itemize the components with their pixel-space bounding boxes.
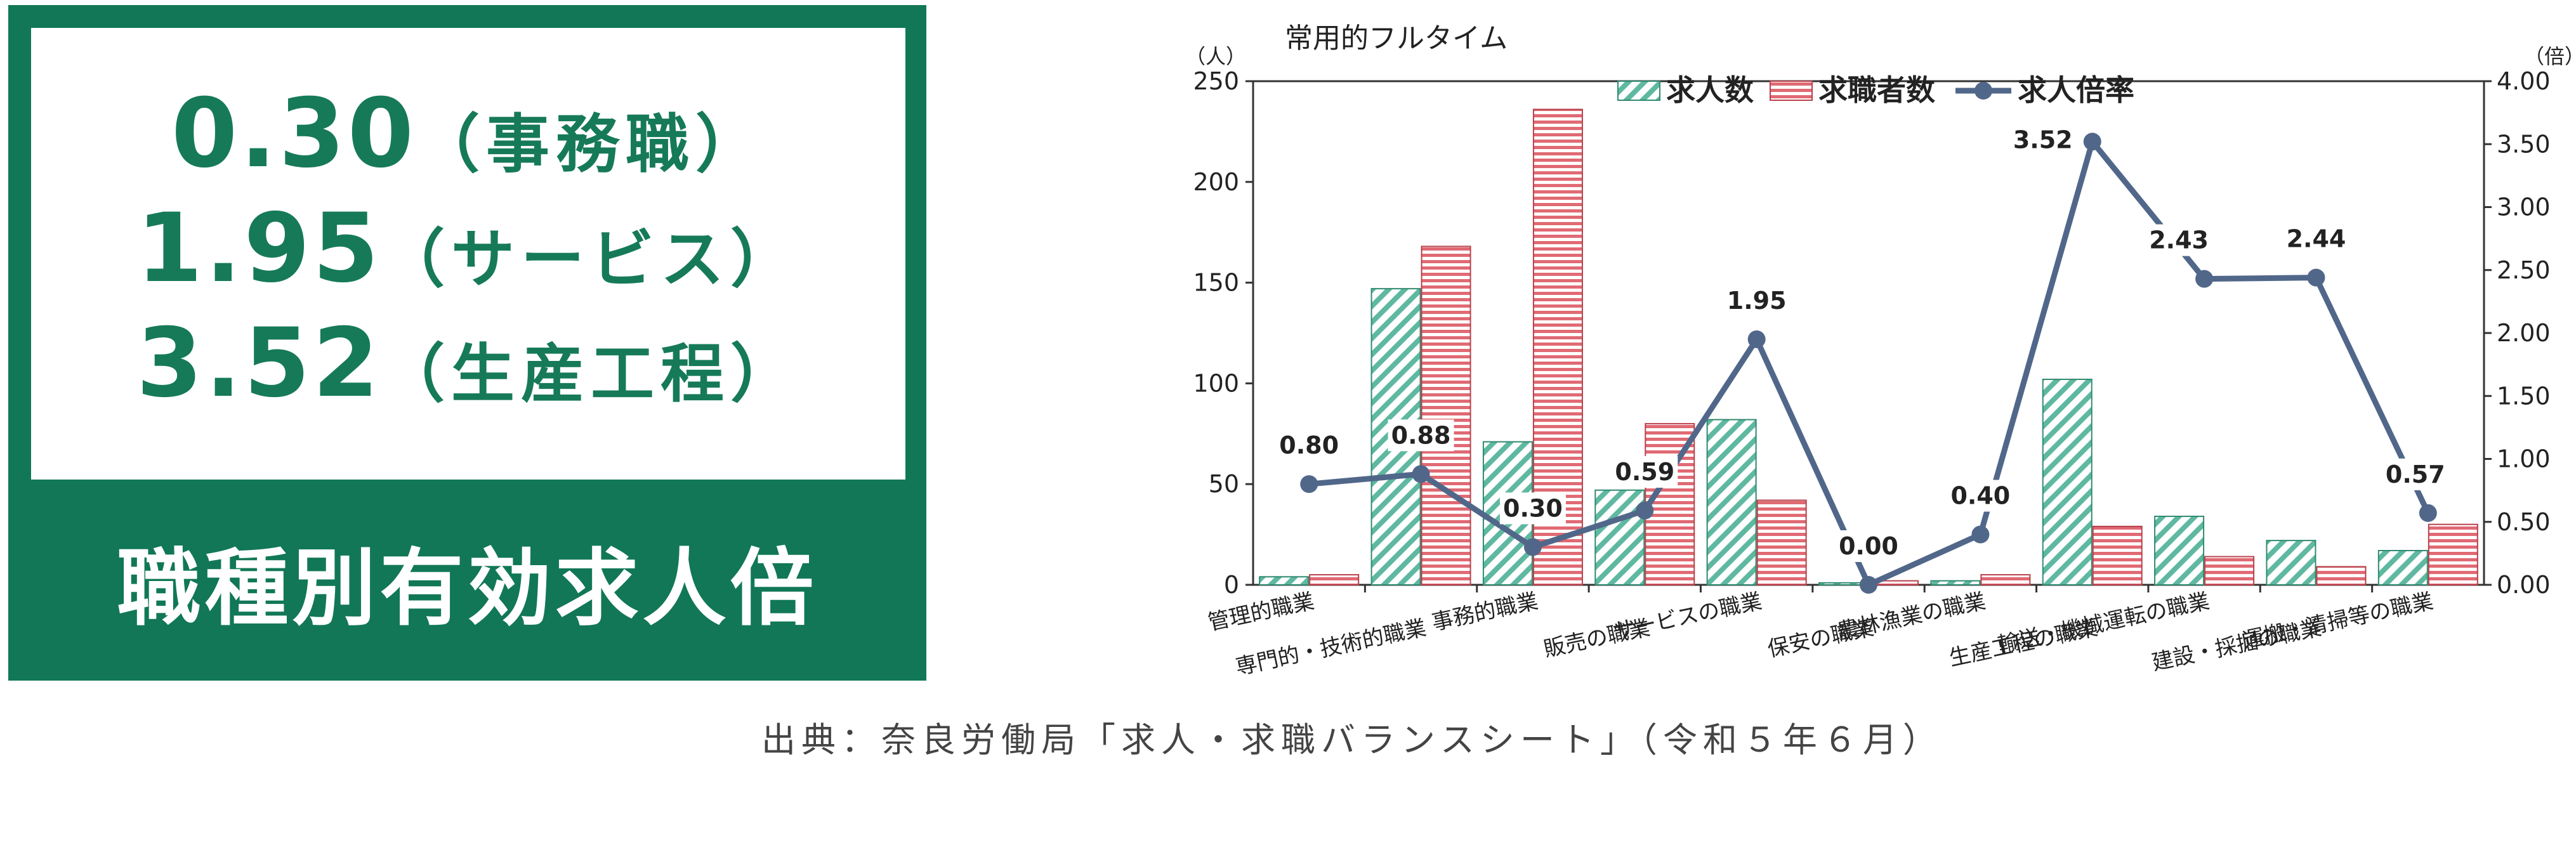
bar-job-seekers [1309,574,1360,585]
data-label: 0.59 [1615,458,1674,486]
ratio-marker [1523,538,1542,556]
right-axis-tick-label: 3.50 [2497,130,2551,158]
ratio-marker [2307,268,2325,287]
bar-job-seekers [2092,525,2143,585]
x-category-label: 専門的・技術的職業 [1233,615,1429,681]
left-axis-tick-label: 50 [1209,470,1239,498]
ratio-line-production: 3.52（生産工程） [136,311,800,426]
chart-container: 0 50 100 150 200 250 0.00 0.50 1.00 1.50 2.00 2.50 3… [1174,0,2576,685]
right-axis-tick-label: 1.00 [2497,445,2551,473]
data-label-background [1388,419,1454,452]
right-axis-tick-label: 2.50 [2497,256,2551,284]
panel-title: 職種別有効求人倍 [117,539,818,637]
legend-label: 求職者数 [1818,73,1935,107]
left-axis-tick-label: 150 [1193,269,1239,297]
right-axis-tick-label: 1.50 [2497,382,2551,410]
legend-swatch-ratio-marker [1975,82,1992,100]
x-category-label: 事務的職業 [1429,589,1541,636]
data-label: 1.95 [1727,287,1787,315]
chart-title: 常用的フルタイム [1285,22,1508,55]
ratio-label: （事務職） [416,107,766,181]
left-axis-tick-label: 200 [1193,168,1239,196]
x-category-label: 管理的職業 [1206,589,1317,636]
bar-job-seekers [2316,566,2367,586]
source-note: 出典：奈良労働局「求人・求職バランスシート」（令和５年６月） [761,720,1943,760]
legend-swatch-job-seekers [1770,81,1813,101]
data-label: 2.43 [2149,226,2209,254]
ratio-marker [1412,465,1430,483]
ratio-marker [1300,475,1318,493]
right-axis-tick-label: 0.00 [2497,571,2551,599]
ratio-marker [1971,525,1990,544]
x-category-label: 農林漁業の職業 [1835,589,1988,645]
data-label: 3.52 [2013,126,2073,154]
data-label-background [1276,429,1343,462]
bar-job-openings [2154,516,2205,585]
bar-job-openings [2266,540,2316,585]
data-label-background [2146,224,2212,256]
data-label-background [1612,455,1678,488]
bar-job-seekers [1980,574,2031,585]
right-axis-tick-label: 2.00 [2497,319,2551,347]
data-label: 0.88 [1391,421,1451,449]
ratio-label: （サービス） [381,221,801,296]
left-axis-tick-label: 250 [1193,67,1239,95]
ratio-highlight-box: 0.30（事務職） 1.95（サービス） 3.52（生産工程） [31,28,905,480]
data-label: 0.80 [1279,431,1339,459]
summary-panel: 0.30（事務職） 1.95（サービス） 3.52（生産工程） 職種別有効求人倍 [8,5,926,681]
legend-label: 求人倍率 [2018,73,2134,107]
data-label-background [1499,492,1566,525]
bar-job-openings [1594,489,1645,586]
x-category-label: 運搬・清掃等の職業 [2240,589,2436,654]
data-label-background [1947,480,2014,512]
data-label-background [1836,530,1902,562]
left-axis-unit: （人） [1185,44,1246,69]
bar-job-seekers [1756,499,1807,585]
data-label-background [2382,458,2448,490]
ratio-marker [1636,501,1654,520]
data-label-background [2283,223,2349,255]
bar-job-seekers [2428,523,2478,585]
bar-job-openings [2377,550,2428,585]
bar-job-openings [1706,419,1757,585]
bar-job-seekers [2204,556,2255,586]
data-label: 0.30 [1503,494,1563,522]
legend-label: 求人数 [1666,73,1754,107]
ratio-marker [2083,133,2101,151]
ratio-marker [2195,270,2214,288]
data-label: 0.00 [1839,532,1898,560]
bar-job-openings [1930,580,1981,586]
ratio-line-clerical: 0.30（事務職） [171,82,765,197]
data-label: 0.40 [1950,482,2010,510]
left-axis-tick-label: 100 [1193,369,1239,397]
ratio-marker [1747,330,1766,348]
data-label: 2.44 [2287,225,2346,253]
ratio-marker [1860,576,1877,594]
data-label-background [1723,284,1790,317]
ratio-line [1308,138,2431,588]
data-label: 0.57 [2386,461,2445,488]
bar-job-seekers [1421,245,1471,585]
right-axis-unit: （倍） [2524,44,2576,69]
job-ratio-chart: 0 50 100 150 200 250 0.00 0.50 1.00 1.50 2.00 2.50 3… [1185,22,2576,681]
ratio-label: （生産工程） [381,336,801,411]
right-axis-tick-label: 0.50 [2497,508,2551,536]
bar-job-openings [1259,576,1310,586]
x-category-label: サービスの職業 [1611,589,1764,645]
data-label-background [2009,124,2076,156]
ratio-value: 3.52 [136,308,382,419]
left-axis-tick-label: 0 [1224,571,1239,599]
ratio-value: 1.95 [136,193,382,304]
right-axis-tick-label: 3.00 [2497,193,2551,221]
bar-job-openings [2042,379,2093,585]
ratio-marker [2419,504,2437,522]
ratio-value: 0.30 [171,78,417,189]
ratio-line-service: 1.95（サービス） [136,197,800,311]
legend-swatch-job-openings [1617,81,1660,101]
right-axis-tick-label: 4.00 [2497,67,2551,95]
